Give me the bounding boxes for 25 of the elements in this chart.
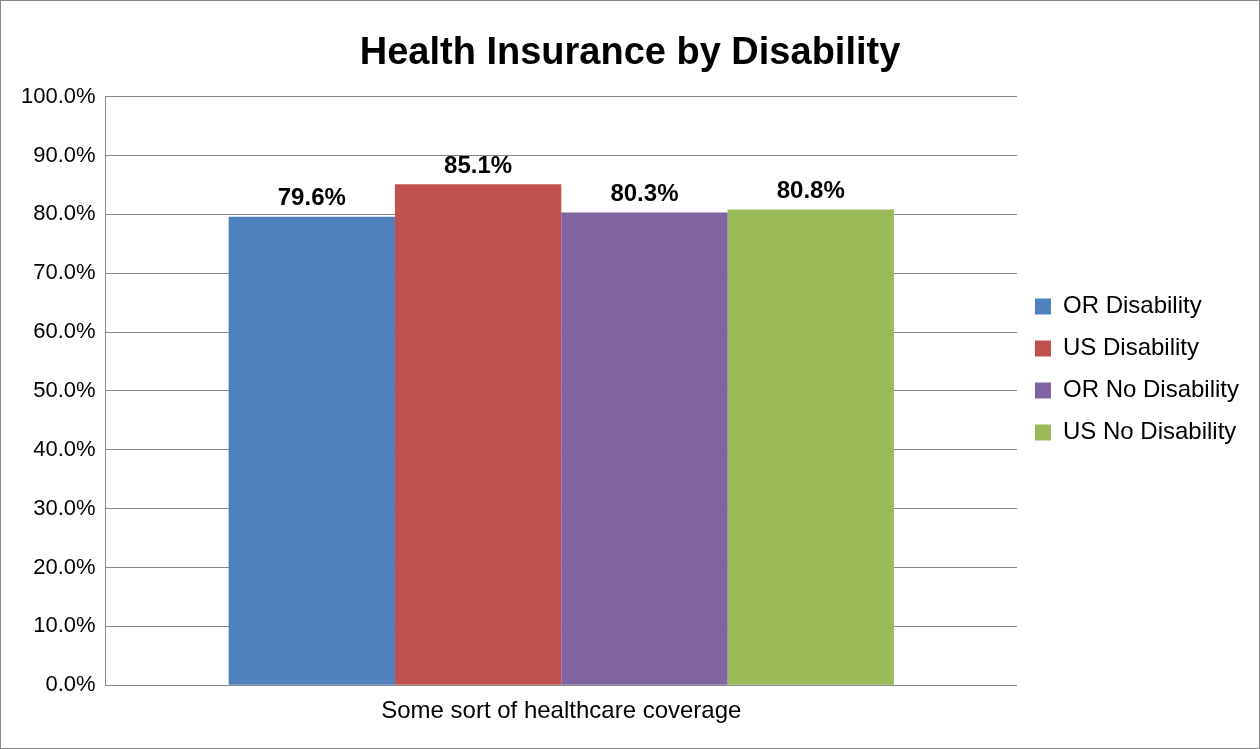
y-tick-label: 100.0% xyxy=(20,82,96,108)
y-tick-label: 20.0% xyxy=(33,553,96,579)
legend-label: OR No Disability xyxy=(1062,375,1240,403)
y-tick-label: 90.0% xyxy=(33,141,96,167)
y-tick-label: 10.0% xyxy=(33,612,96,638)
y-tick-label: 80.0% xyxy=(33,200,96,226)
bar xyxy=(727,209,894,685)
y-tick-label: 40.0% xyxy=(33,435,96,461)
data-label: 80.3% xyxy=(610,179,679,207)
legend-label: US No Disability xyxy=(1062,417,1237,445)
legend-label: OR Disability xyxy=(1062,291,1202,319)
data-label: 79.6% xyxy=(277,183,346,211)
bar xyxy=(561,212,728,685)
chart-title: Health Insurance by Disability xyxy=(359,30,901,73)
y-tick-label: 30.0% xyxy=(33,494,96,520)
x-tick-label: Some sort of healthcare coverage xyxy=(381,696,742,724)
y-tick-label: 60.0% xyxy=(33,318,96,344)
legend-label: US Disability xyxy=(1062,333,1199,361)
data-label: 85.1% xyxy=(444,150,513,178)
data-label: 80.8% xyxy=(776,176,845,204)
y-tick-label: 50.0% xyxy=(33,376,96,402)
bar xyxy=(394,184,562,685)
y-tick-label: 0.0% xyxy=(45,671,96,697)
y-tick-label: 70.0% xyxy=(33,259,96,285)
bar xyxy=(228,216,395,685)
